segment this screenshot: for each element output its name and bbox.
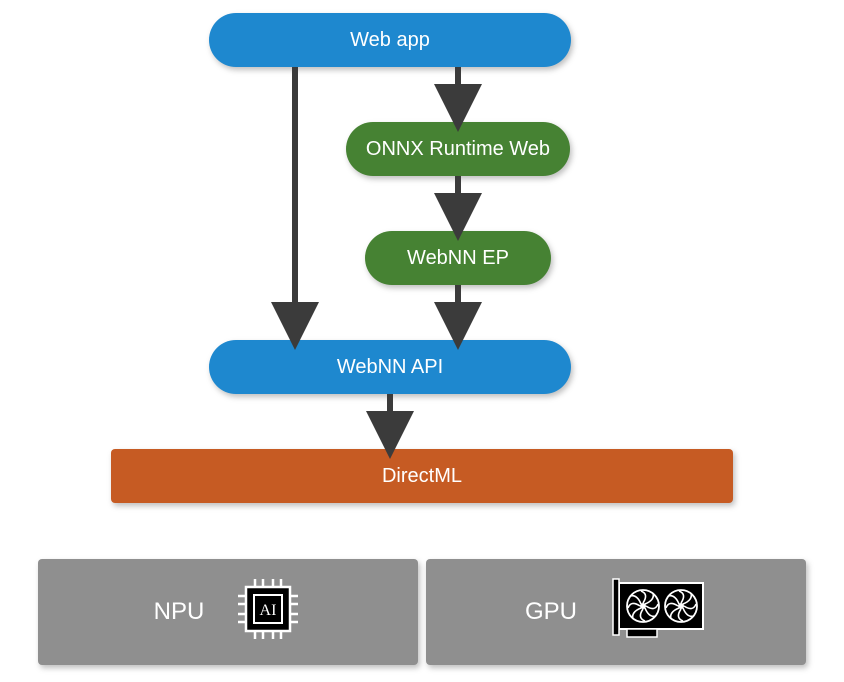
node-webnn-api-label: WebNN API xyxy=(337,356,443,379)
node-directml-label: DirectML xyxy=(382,465,462,488)
node-webapp-label: Web app xyxy=(350,29,430,52)
node-webnn-ep: WebNN EP xyxy=(365,231,551,285)
ai-chip-icon: AI xyxy=(234,575,302,650)
node-gpu: GPU xyxy=(426,559,806,665)
gpu-card-icon xyxy=(607,577,707,648)
node-onnx: ONNX Runtime Web xyxy=(346,122,570,176)
node-gpu-label: GPU xyxy=(525,598,577,626)
node-onnx-label: ONNX Runtime Web xyxy=(366,138,550,161)
node-directml: DirectML xyxy=(111,449,733,503)
svg-text:AI: AI xyxy=(260,602,277,619)
node-npu: NPU AI xyxy=(38,559,418,665)
node-webnn-ep-label: WebNN EP xyxy=(407,247,509,270)
node-npu-label: NPU xyxy=(154,598,205,626)
node-webnn-api: WebNN API xyxy=(209,340,571,394)
node-webapp: Web app xyxy=(209,13,571,67)
